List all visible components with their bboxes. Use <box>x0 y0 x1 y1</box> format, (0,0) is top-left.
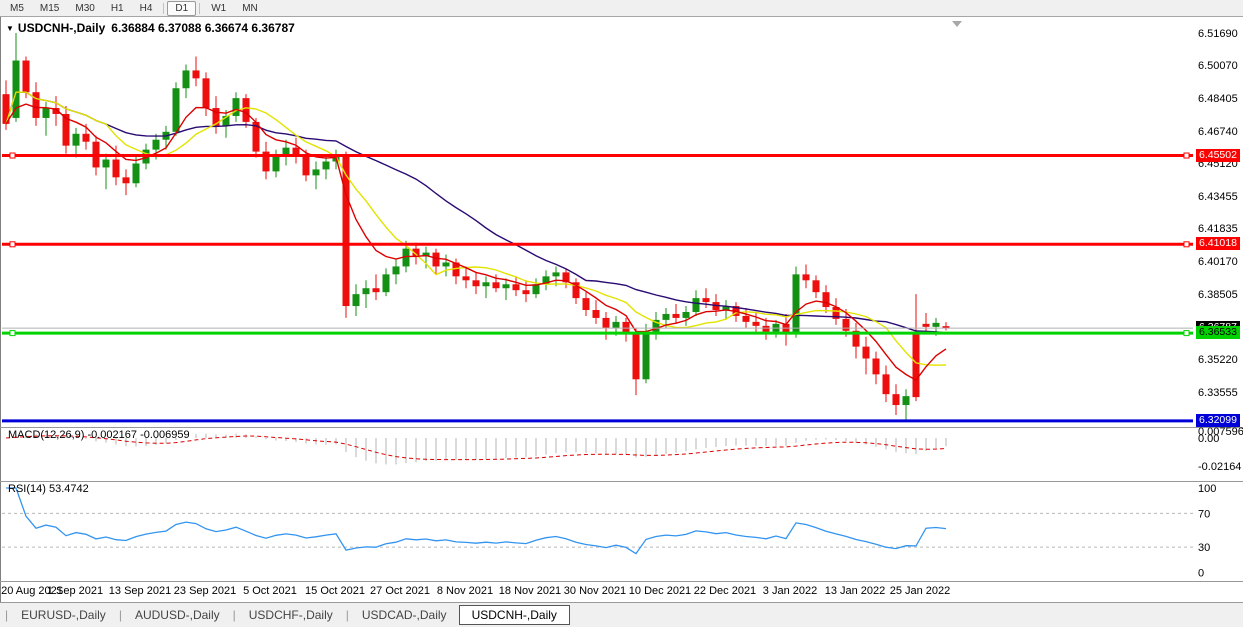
svg-text:-0.02164: -0.02164 <box>1198 461 1241 473</box>
chart-ohlc-values: 6.36884 6.37088 6.36674 6.36787 <box>111 21 295 35</box>
tab-separator: | <box>118 608 122 622</box>
svg-text:100: 100 <box>1198 483 1216 495</box>
timeframe-toolbar: M5 M15 M30 H1 H4 D1 W1 MN <box>0 0 1243 17</box>
svg-text:30 Nov 2021: 30 Nov 2021 <box>564 585 626 597</box>
tab-separator: | <box>345 608 349 622</box>
tab-usdcnh-daily[interactable]: USDCNH-,Daily <box>458 605 570 625</box>
svg-text:6.43455: 6.43455 <box>1198 191 1238 203</box>
tab-eurusd-daily[interactable]: EURUSD-,Daily <box>21 608 106 622</box>
svg-text:25 Jan 2022: 25 Jan 2022 <box>890 585 951 597</box>
tab-usdcad-daily[interactable]: USDCAD-,Daily <box>361 608 447 622</box>
timeframe-button-mn[interactable]: MN <box>242 2 258 14</box>
timeframe-button-m15[interactable]: M15 <box>39 2 60 14</box>
collapse-arrow-icon[interactable]: ▼ <box>6 24 14 33</box>
timeframe-button-m30[interactable]: M30 <box>75 2 95 14</box>
svg-text:0: 0 <box>1198 568 1204 580</box>
tab-audusd-daily[interactable]: AUDUSD-,Daily <box>134 608 220 622</box>
price-line-badge: 6.45502 <box>1196 149 1240 162</box>
price-line-badge: 6.36533 <box>1196 326 1240 339</box>
chart-symbol: USDCNH-,Daily <box>17 21 106 35</box>
svg-text:23 Sep 2021: 23 Sep 2021 <box>174 585 236 597</box>
svg-text:6.40170: 6.40170 <box>1198 256 1238 268</box>
svg-text:6.50070: 6.50070 <box>1198 60 1238 72</box>
svg-text:70: 70 <box>1198 508 1210 520</box>
svg-text:6.48405: 6.48405 <box>1198 93 1238 105</box>
svg-text:6.38505: 6.38505 <box>1198 289 1238 301</box>
svg-text:6.35220: 6.35220 <box>1198 354 1238 366</box>
svg-text:6.46740: 6.46740 <box>1198 126 1238 138</box>
toolbar-separator <box>199 2 201 14</box>
svg-text:6.51690: 6.51690 <box>1198 28 1238 40</box>
price-line-badge: 6.41018 <box>1196 237 1240 250</box>
timeframe-button-h4[interactable]: H4 <box>139 2 153 14</box>
tab-separator: | <box>232 608 236 622</box>
price-line-badge: 6.32099 <box>1196 414 1240 427</box>
toolbar-separator <box>163 2 165 14</box>
svg-text:8 Nov 2021: 8 Nov 2021 <box>437 585 493 597</box>
svg-text:27 Oct 2021: 27 Oct 2021 <box>370 585 430 597</box>
chart-title: ▼ USDCNH-,Daily 6.36884 6.37088 6.36674 6.… <box>6 21 295 35</box>
chart-tabs: | EURUSD-,Daily | AUDUSD-,Daily | USDCHF-,Dai… <box>0 602 1243 627</box>
timeframe-button-m5[interactable]: M5 <box>10 2 24 14</box>
timeframe-button-d1[interactable]: D1 <box>167 0 197 16</box>
svg-text:20 Aug 2021: 20 Aug 2021 <box>1 585 63 597</box>
svg-text:30: 30 <box>1198 542 1210 554</box>
svg-text:MACD(12,26,9) -0.002167 -0.006: MACD(12,26,9) -0.002167 -0.006959 <box>8 429 190 441</box>
svg-text:15 Oct 2021: 15 Oct 2021 <box>305 585 365 597</box>
svg-text:3 Jan 2022: 3 Jan 2022 <box>763 585 817 597</box>
svg-text:0.007596: 0.007596 <box>1198 426 1243 438</box>
svg-text:6.41835: 6.41835 <box>1198 223 1238 235</box>
svg-text:RSI(14) 53.4742: RSI(14) 53.4742 <box>8 483 89 495</box>
svg-text:6.33555: 6.33555 <box>1198 387 1238 399</box>
svg-text:5 Oct 2021: 5 Oct 2021 <box>243 585 297 597</box>
svg-text:18 Nov 2021: 18 Nov 2021 <box>499 585 561 597</box>
tab-usdchf-daily[interactable]: USDCHF-,Daily <box>248 608 333 622</box>
svg-text:13 Jan 2022: 13 Jan 2022 <box>825 585 886 597</box>
svg-text:1 Sep 2021: 1 Sep 2021 <box>47 585 103 597</box>
svg-text:13 Sep 2021: 13 Sep 2021 <box>109 585 171 597</box>
timeframe-button-w1[interactable]: W1 <box>211 2 227 14</box>
timeframe-button-h1[interactable]: H1 <box>110 2 124 14</box>
svg-text:10 Dec 2021: 10 Dec 2021 <box>629 585 691 597</box>
svg-text:0.00: 0.00 <box>1198 433 1219 445</box>
svg-text:22 Dec 2021: 22 Dec 2021 <box>694 585 756 597</box>
tabbar-edge-separator: | <box>5 608 9 622</box>
